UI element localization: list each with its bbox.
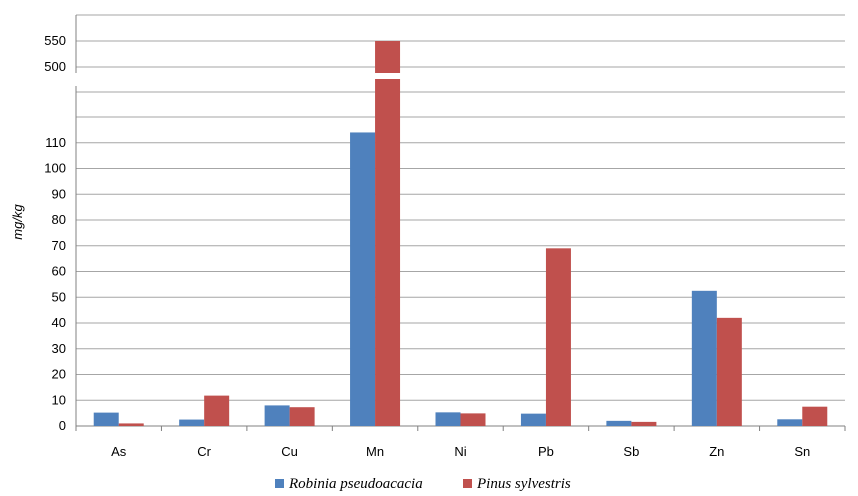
bar <box>716 317 742 426</box>
y-tick-label: 90 <box>52 186 66 201</box>
x-tick-label: Cr <box>197 444 211 459</box>
y-tick-label: 60 <box>52 264 66 279</box>
x-tick-label: Zn <box>709 444 724 459</box>
bar <box>545 248 571 426</box>
y-axis-title: mg/kg <box>10 204 25 240</box>
x-tick-label: Pb <box>538 444 554 459</box>
legend-label: Robinia pseudoacacia <box>288 476 423 492</box>
legend-swatch <box>275 479 284 488</box>
x-tick-label: Mn <box>366 444 384 459</box>
y-tick-label: 50 <box>52 289 66 304</box>
bar <box>777 419 803 426</box>
y-tick-label: 110 <box>45 135 66 150</box>
bar <box>520 413 546 426</box>
x-tick-label: Sn <box>794 444 810 459</box>
y-tick-label: 80 <box>52 212 66 227</box>
bar <box>802 406 828 426</box>
bar <box>460 413 486 426</box>
y-tick-label: 100 <box>44 161 66 176</box>
axis-break-gap <box>374 73 402 79</box>
bar <box>375 41 401 73</box>
bar <box>118 423 144 426</box>
y-tick-label: 10 <box>52 392 66 407</box>
bar <box>350 132 376 426</box>
bar <box>264 405 290 426</box>
bar <box>289 407 315 426</box>
y-tick-label: 30 <box>52 341 66 356</box>
bar <box>375 79 401 426</box>
x-tick-label: As <box>111 444 127 459</box>
legend-swatch <box>463 479 472 488</box>
bar <box>606 420 632 426</box>
bar <box>179 419 205 426</box>
y-tick-label: 0 <box>59 418 66 433</box>
bar <box>631 421 657 426</box>
bar <box>93 412 119 426</box>
y-tick-label: 70 <box>52 238 66 253</box>
bar <box>435 412 461 426</box>
y-tick-label: 40 <box>52 315 66 330</box>
x-tick-label: Cu <box>281 444 298 459</box>
bar <box>691 290 717 426</box>
x-tick-label: Ni <box>454 444 466 459</box>
y-tick-label: 500 <box>44 59 66 74</box>
x-tick-label: Sb <box>623 444 639 459</box>
y-tick-label: 550 <box>44 33 66 48</box>
bar <box>204 395 230 426</box>
legend-label: Pinus sylvestris <box>476 476 571 492</box>
y-tick-label: 20 <box>52 367 66 382</box>
